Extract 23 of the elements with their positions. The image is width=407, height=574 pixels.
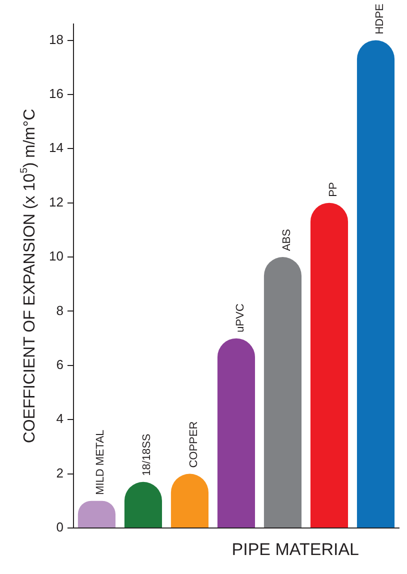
- y-tick-label: 14: [48, 140, 64, 156]
- x-tick-label: ABS: [280, 229, 293, 252]
- x-tick-label: MILD METAL: [94, 430, 107, 495]
- bar: [264, 257, 302, 528]
- x-tick-label: HDPE: [374, 4, 386, 34]
- y-tick-label: 18: [48, 32, 64, 47]
- y-tick-label: 6: [56, 356, 64, 372]
- bar: [310, 202, 348, 528]
- y-axis-title: COEFFICIENT OF EXPANSION (x 105) m/m°C: [18, 108, 38, 444]
- y-tick-label: 10: [48, 248, 64, 264]
- x-tick-label: 18/18SS: [141, 434, 154, 476]
- y-tick-label: 8: [56, 302, 64, 318]
- y-tick-label: 16: [48, 86, 64, 102]
- y-tick-label: 2: [56, 465, 64, 480]
- x-tick-label: COPPER: [188, 421, 200, 468]
- x-axis-title: PIPE MATERIAL: [232, 540, 359, 560]
- x-tick-label: uPVC: [234, 304, 246, 332]
- x-tick-label: PP: [327, 182, 340, 197]
- y-tick-label: 4: [56, 411, 64, 426]
- bar: [217, 338, 256, 528]
- y-tick-label: 0: [56, 520, 64, 535]
- y-tick-label: 12: [48, 194, 64, 210]
- bar: [356, 40, 395, 528]
